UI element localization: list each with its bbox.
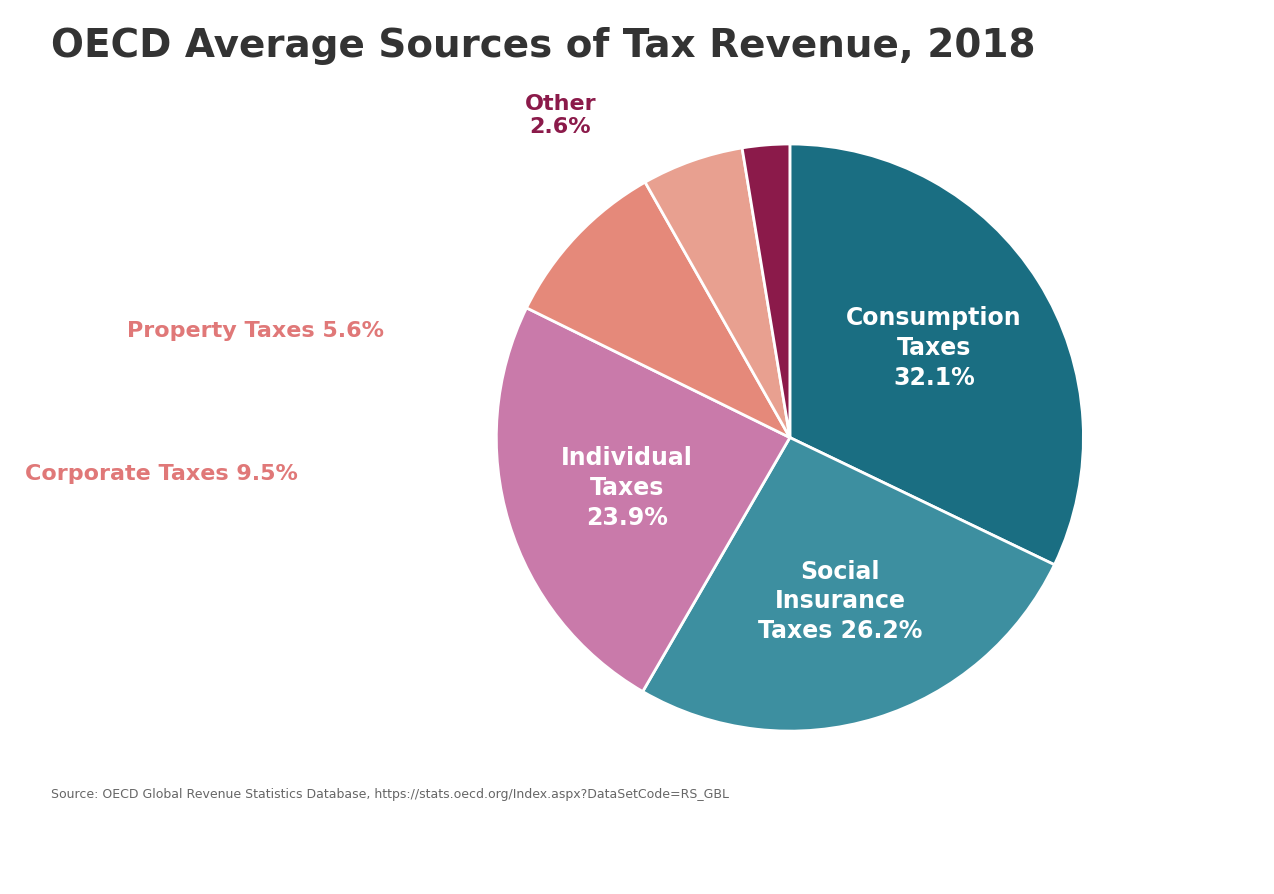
Wedge shape	[741, 145, 790, 438]
Wedge shape	[642, 438, 1055, 731]
Wedge shape	[790, 145, 1083, 565]
Text: Other
2.6%: Other 2.6%	[525, 94, 596, 137]
Wedge shape	[526, 183, 790, 438]
Text: Source: OECD Global Revenue Statistics Database, https://stats.oecd.org/Index.as: Source: OECD Global Revenue Statistics D…	[51, 787, 729, 800]
Text: Social
Insurance
Taxes 26.2%: Social Insurance Taxes 26.2%	[758, 559, 922, 642]
Text: Corporate Taxes 9.5%: Corporate Taxes 9.5%	[25, 464, 298, 484]
Text: Individual
Taxes
23.9%: Individual Taxes 23.9%	[561, 446, 693, 529]
Text: Property Taxes 5.6%: Property Taxes 5.6%	[127, 321, 385, 341]
Text: OECD Average Sources of Tax Revenue, 2018: OECD Average Sources of Tax Revenue, 201…	[51, 27, 1036, 64]
Text: Consumption
Taxes
32.1%: Consumption Taxes 32.1%	[846, 306, 1022, 389]
Wedge shape	[497, 308, 790, 692]
Text: TAX FOUNDATION: TAX FOUNDATION	[25, 850, 232, 871]
Text: @TaxFoundation: @TaxFoundation	[1088, 851, 1249, 870]
Wedge shape	[645, 148, 790, 438]
